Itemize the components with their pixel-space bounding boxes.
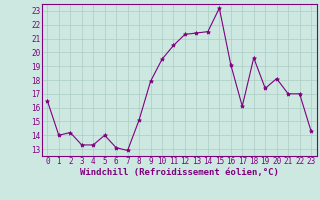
X-axis label: Windchill (Refroidissement éolien,°C): Windchill (Refroidissement éolien,°C) bbox=[80, 168, 279, 177]
